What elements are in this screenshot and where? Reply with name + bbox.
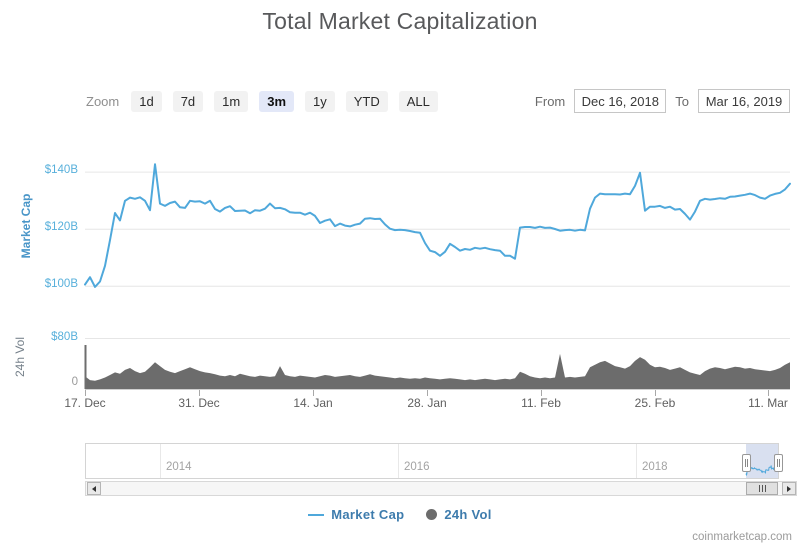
- to-date-input[interactable]: [698, 89, 790, 113]
- navigator-mini-series: [745, 464, 779, 477]
- scrollbar-track[interactable]: [85, 481, 797, 496]
- xtick-label-5: 25. Feb: [634, 396, 676, 410]
- watermark: coinmarketcap.com: [692, 531, 792, 543]
- xtick-label-2: 14. Jan: [293, 396, 333, 410]
- zoom-label: Zoom: [86, 94, 120, 109]
- xtick-label-6: 11. Mar: [748, 396, 788, 410]
- from-label: From: [534, 93, 566, 109]
- xtick-label-4: 11. Feb: [521, 396, 561, 410]
- xtick-label-1: 31. Dec: [178, 396, 220, 410]
- zoom-button-1m[interactable]: 1m: [214, 91, 249, 112]
- volume-area-series: [85, 353, 790, 389]
- ytick-label-0: 0: [71, 376, 78, 388]
- scrollbar-right-button[interactable]: [782, 482, 796, 495]
- ytick-label-100b: $100B: [44, 278, 78, 290]
- zoom-button-all[interactable]: ALL: [398, 91, 438, 112]
- navigator-year-label-2014: 2014: [166, 461, 192, 473]
- scrollbar-left-button[interactable]: [87, 482, 101, 495]
- market-cap-line-series: [84, 163, 791, 288]
- zoom-button-3m[interactable]: 3m: [259, 91, 295, 112]
- zoom-button-1y[interactable]: 1y: [305, 91, 335, 112]
- range-selector: Zoom 1d 7d 1m 3m 1y YTD ALL: [86, 91, 438, 112]
- axis-title-market-cap: Market Cap: [19, 193, 33, 259]
- from-date-input[interactable]: [574, 89, 667, 113]
- chart-legend: Market Cap 24h Vol: [0, 507, 800, 522]
- zoom-button-7d[interactable]: 7d: [172, 91, 204, 112]
- legend-label-24h-vol: 24h Vol: [444, 507, 492, 522]
- xtick-label-0: 17. Dec: [64, 396, 106, 410]
- ytick-label-140b: $140B: [44, 164, 78, 176]
- ytick-label-80b: $80B: [51, 331, 78, 343]
- legend-item-market-cap[interactable]: Market Cap: [308, 507, 404, 522]
- navigator-year-label-2016: 2016: [404, 461, 430, 473]
- navigator-handle-left[interactable]: [742, 454, 751, 472]
- navigator-year-label-2018: 2018: [642, 461, 668, 473]
- date-range-inputs: From To: [535, 89, 790, 113]
- zoom-button-1d[interactable]: 1d: [131, 91, 162, 112]
- axis-title-24h-vol: 24h Vol: [13, 336, 27, 378]
- legend-item-24h-vol[interactable]: 24h Vol: [426, 507, 491, 522]
- scroll-left-icon: [92, 485, 96, 492]
- ytick-label-120b: $120B: [44, 221, 78, 233]
- line-marker-icon: [308, 513, 325, 516]
- navigator-handle-right[interactable]: [774, 454, 783, 472]
- to-label: To: [675, 93, 689, 109]
- zoom-button-ytd[interactable]: YTD: [345, 91, 388, 112]
- scrollbar-thumb[interactable]: [746, 482, 778, 495]
- scroll-right-icon: [787, 485, 791, 492]
- legend-label-market-cap: Market Cap: [331, 507, 405, 522]
- page-title: Total Market Capitalization: [262, 8, 538, 34]
- dot-marker-icon: [426, 509, 438, 520]
- xtick-label-3: 28. Jan: [407, 396, 447, 410]
